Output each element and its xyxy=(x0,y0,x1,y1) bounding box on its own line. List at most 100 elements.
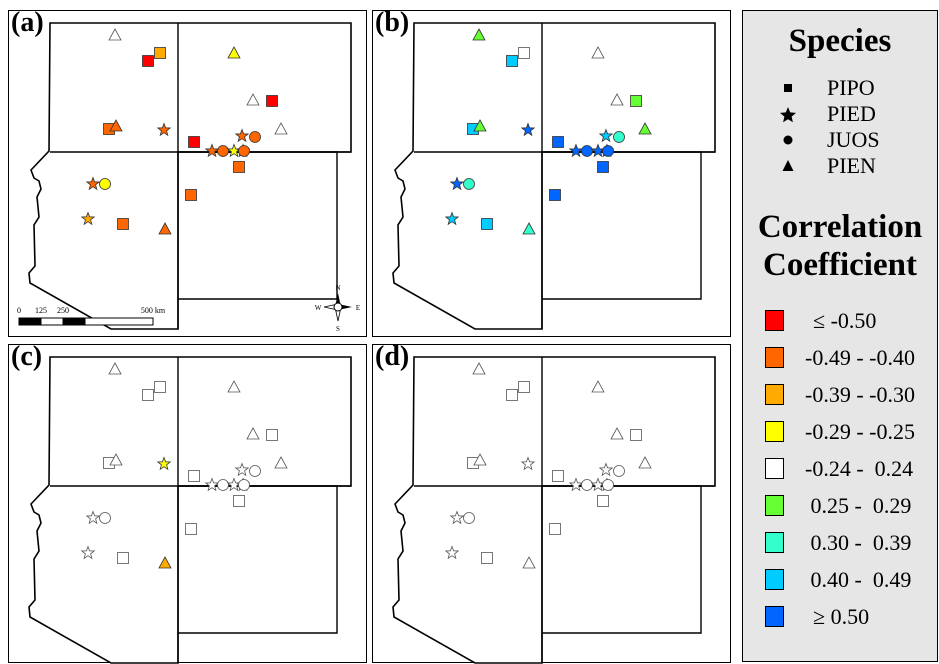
class-swatch xyxy=(765,421,784,442)
site-star-marker xyxy=(568,477,584,492)
correlation-title-line1: Correlation xyxy=(757,209,923,245)
site-triangle-marker xyxy=(274,456,288,469)
scale-label: 125 xyxy=(35,306,47,315)
site-triangle-marker xyxy=(274,122,288,135)
site-triangle-marker xyxy=(591,46,605,59)
class-row: -0.39 - -0.30 xyxy=(743,382,937,408)
site-circle-marker xyxy=(581,145,593,157)
species-row-pipo: PIPO xyxy=(743,75,937,101)
state-border xyxy=(178,151,338,300)
class-row: -0.29 - -0.25 xyxy=(743,419,937,445)
state-boundaries xyxy=(28,356,352,664)
site-circle-marker xyxy=(238,145,250,157)
site-triangle-marker xyxy=(610,93,624,106)
site-triangle-marker xyxy=(108,362,122,375)
site-markers xyxy=(80,28,288,235)
site-triangle-marker xyxy=(473,119,487,132)
scale-segment xyxy=(62,317,86,326)
site-star-marker xyxy=(80,211,96,226)
scale-segment xyxy=(18,317,42,326)
region-outline xyxy=(28,356,352,664)
class-swatch xyxy=(765,310,784,331)
map-panel-b: (b) xyxy=(372,7,731,337)
site-star-marker xyxy=(598,128,614,143)
north-arrow-icon: N S E W xyxy=(315,284,360,333)
site-square-marker xyxy=(185,523,197,535)
site-square-marker xyxy=(142,389,154,401)
site-star-marker xyxy=(449,510,465,525)
compass-s-label: S xyxy=(336,325,340,333)
site-square-marker xyxy=(630,95,642,107)
site-circle-marker xyxy=(581,479,593,491)
state-border xyxy=(178,485,338,634)
site-circle-marker xyxy=(613,465,625,477)
class-swatch xyxy=(765,495,784,516)
site-square-marker xyxy=(549,189,561,201)
site-square-marker xyxy=(552,470,564,482)
state-border xyxy=(542,151,702,300)
site-square-marker xyxy=(233,161,245,173)
map-panel-c: (c) xyxy=(8,341,367,664)
site-triangle-marker xyxy=(591,380,605,393)
site-markers xyxy=(444,362,652,569)
site-square-marker xyxy=(266,429,278,441)
site-square-marker xyxy=(552,136,564,148)
site-square-marker xyxy=(506,389,518,401)
site-triangle-marker xyxy=(158,222,172,235)
class-swatch xyxy=(765,532,784,553)
class-swatch xyxy=(765,606,784,627)
panel-label-b: (b) xyxy=(375,7,410,38)
site-star-marker xyxy=(520,456,536,471)
site-star-marker xyxy=(234,462,250,477)
state-boundaries xyxy=(392,22,716,330)
map-panel-a: 0 125 250 500 km N S E W (a) xyxy=(8,9,367,337)
star-symbol-icon xyxy=(780,107,796,123)
class-row: ≥ 0.50 xyxy=(743,604,937,630)
class-label: ≥ 0.50 xyxy=(813,604,870,629)
scale-label: 500 km xyxy=(141,306,166,315)
class-label: 0.30 - 0.39 xyxy=(805,530,912,555)
site-square-marker xyxy=(154,381,166,393)
scale-label: 0 xyxy=(17,306,21,315)
site-star-marker xyxy=(80,545,96,560)
site-triangle-marker xyxy=(227,380,241,393)
site-circle-marker xyxy=(99,512,111,524)
panel-label-c: (c) xyxy=(11,341,43,372)
site-star-marker xyxy=(85,510,101,525)
class-row: 0.25 - 0.29 xyxy=(743,493,937,519)
site-square-marker xyxy=(506,55,518,67)
site-circle-marker xyxy=(463,512,475,524)
site-star-marker xyxy=(444,545,460,560)
circle-symbol-icon xyxy=(783,135,793,145)
site-triangle-marker xyxy=(522,222,536,235)
site-square-marker xyxy=(117,552,129,564)
site-triangle-marker xyxy=(610,427,624,440)
species-label: PIED xyxy=(827,101,876,126)
region-outline xyxy=(28,22,352,330)
class-row: 0.40 - 0.49 xyxy=(743,567,937,593)
site-circle-marker xyxy=(613,131,625,143)
scale-label: 250 xyxy=(57,306,69,315)
site-square-marker xyxy=(597,161,609,173)
scale-segment xyxy=(40,317,64,326)
map-b xyxy=(392,22,716,330)
site-circle-marker xyxy=(238,479,250,491)
site-square-marker xyxy=(188,470,200,482)
site-circle-marker xyxy=(217,479,229,491)
compass-w-label: W xyxy=(315,304,322,312)
class-label: 0.40 - 0.49 xyxy=(805,567,912,592)
site-triangle-marker xyxy=(473,453,487,466)
class-label: -0.49 - -0.40 xyxy=(805,345,915,370)
site-triangle-marker xyxy=(522,556,536,569)
site-square-marker xyxy=(549,523,561,535)
site-star-marker xyxy=(568,143,584,158)
correlation-title-line2: Coefficient xyxy=(763,247,917,283)
species-row-pied: PIED xyxy=(743,101,937,127)
scale-segment xyxy=(84,317,154,326)
region-outline xyxy=(392,356,716,664)
site-square-marker xyxy=(188,136,200,148)
panel-label-d: (d) xyxy=(375,341,410,372)
site-triangle-marker xyxy=(638,122,652,135)
map-d xyxy=(392,356,716,664)
site-circle-marker xyxy=(99,178,111,190)
